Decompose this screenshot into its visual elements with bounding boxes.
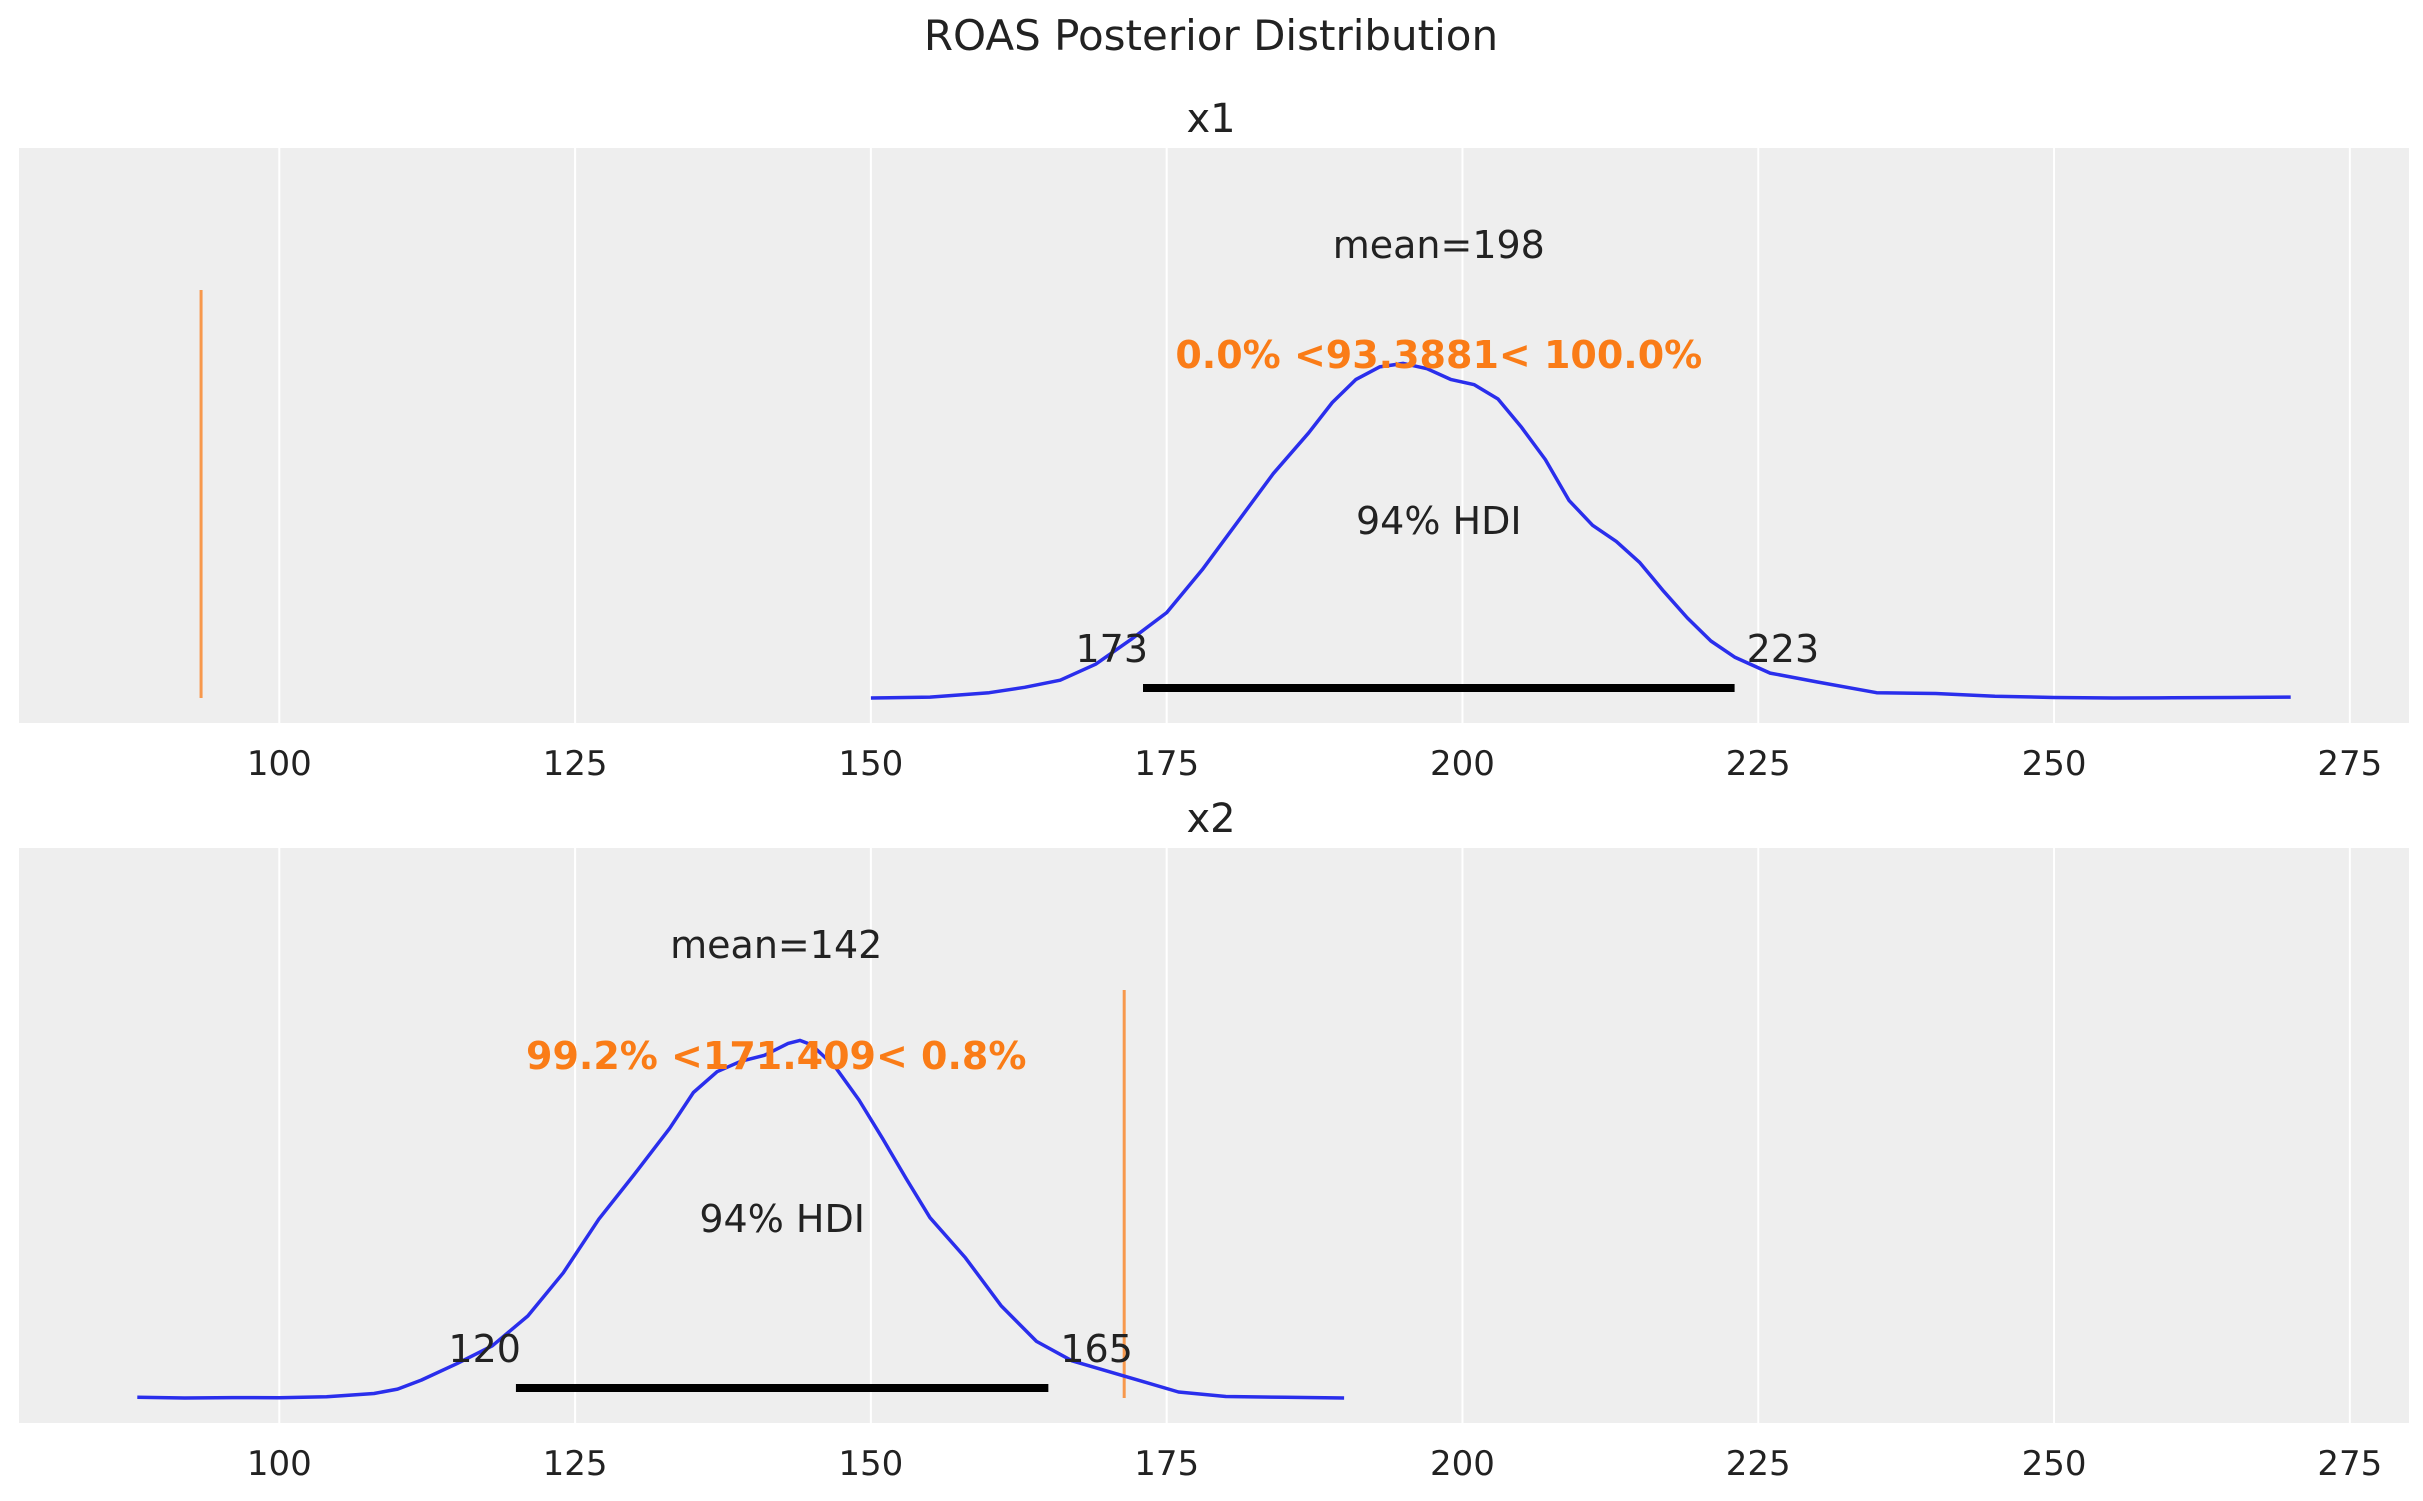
density-curve-x2 [137, 1038, 1345, 1400]
x-tick-label-x1-250: 250 [2022, 744, 2087, 784]
x-tick-label-x1-100: 100 [247, 744, 312, 784]
hdi-lower-label-x1: 173 [1075, 627, 1148, 671]
hdi-upper-label-x1: 223 [1747, 627, 1820, 671]
plot-area-x1 [19, 148, 2409, 723]
gridlines-x2 [278, 848, 2351, 1423]
x-tick-label-x2-250: 250 [2022, 1444, 2087, 1484]
x-tick-label-x1-150: 150 [838, 744, 903, 784]
subplot-title-x1: x1 [1186, 96, 1235, 142]
hdi-lower-label-x2: 120 [448, 1327, 521, 1371]
x-tick-label-x1-175: 175 [1134, 744, 1199, 784]
x-tick-label-x2-175: 175 [1134, 1444, 1199, 1484]
x-axis-ticks-x1: 100 125 150 175 200 225 250 275 [247, 744, 2382, 784]
x-tick-label-x2-275: 275 [2317, 1444, 2382, 1484]
gridlines-x1 [278, 148, 2351, 723]
reference-label-x2: 99.2% <171.409< 0.8% [526, 1034, 1026, 1078]
x-tick-label-x1-225: 225 [1726, 744, 1791, 784]
x-tick-label-x2-125: 125 [543, 1444, 608, 1484]
x-tick-label-x1-275: 275 [2317, 744, 2382, 784]
hdi-prob-label-x1: 94% HDI [1356, 499, 1522, 543]
x-tick-label-x1-200: 200 [1430, 744, 1495, 784]
x-tick-label-x2-200: 200 [1430, 1444, 1495, 1484]
subplot-x2: x2 100 125 150 175 200 225 250 275 mean=142 99.2… [19, 796, 2409, 1484]
x-tick-label-x2-150: 150 [838, 1444, 903, 1484]
reference-label-x1: 0.0% <93.3881< 100.0% [1175, 333, 1702, 377]
plot-area-x2 [19, 848, 2409, 1423]
x-tick-label-x1-125: 125 [543, 744, 608, 784]
density-curve-x1 [870, 361, 2291, 700]
mean-label-x2: mean=142 [670, 923, 882, 967]
subplot-title-x2: x2 [1186, 796, 1235, 842]
mean-label-x1: mean=198 [1333, 223, 1545, 267]
hdi-prob-label-x2: 94% HDI [699, 1197, 865, 1241]
x-tick-label-x2-225: 225 [1726, 1444, 1791, 1484]
subplot-x1: x1 100 125 150 175 200 225 250 275 mean=198 0.0%… [19, 96, 2409, 784]
figure-title: ROAS Posterior Distribution [924, 11, 1498, 60]
x-tick-label-x2-100: 100 [247, 1444, 312, 1484]
hdi-upper-label-x2: 165 [1060, 1327, 1133, 1371]
x-axis-ticks-x2: 100 125 150 175 200 225 250 275 [247, 1444, 2382, 1484]
